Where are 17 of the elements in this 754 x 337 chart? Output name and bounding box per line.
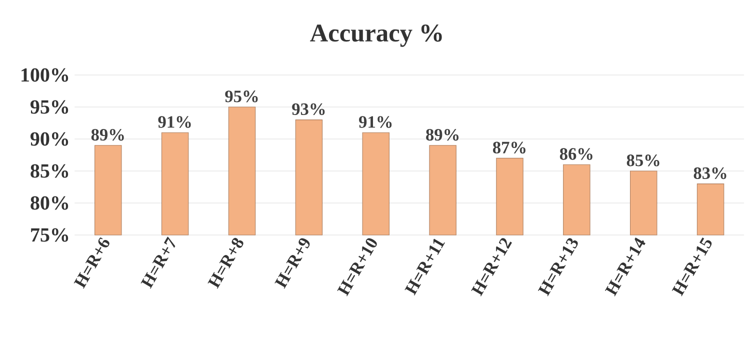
chart-title: Accuracy % (310, 24, 442, 47)
data-label: 89% (91, 128, 124, 141)
data-label: 93% (292, 103, 325, 116)
data-label: 91% (359, 116, 392, 128)
y-tick-label: 80% (30, 196, 68, 210)
y-tick-label: 95% (30, 100, 68, 114)
data-label: 95% (225, 90, 258, 102)
y-tick-label: 85% (30, 164, 68, 178)
data-label: 85% (626, 154, 660, 166)
data-label: 91% (158, 116, 191, 128)
y-tick-label: 75% (31, 228, 68, 242)
data-label: 89% (426, 128, 459, 141)
data-label: 86% (560, 148, 592, 160)
y-tick-label: 100% (22, 68, 68, 82)
data-label: 87% (492, 142, 526, 154)
y-tick-label: 90% (30, 132, 68, 146)
data-label: 83% (694, 167, 726, 180)
